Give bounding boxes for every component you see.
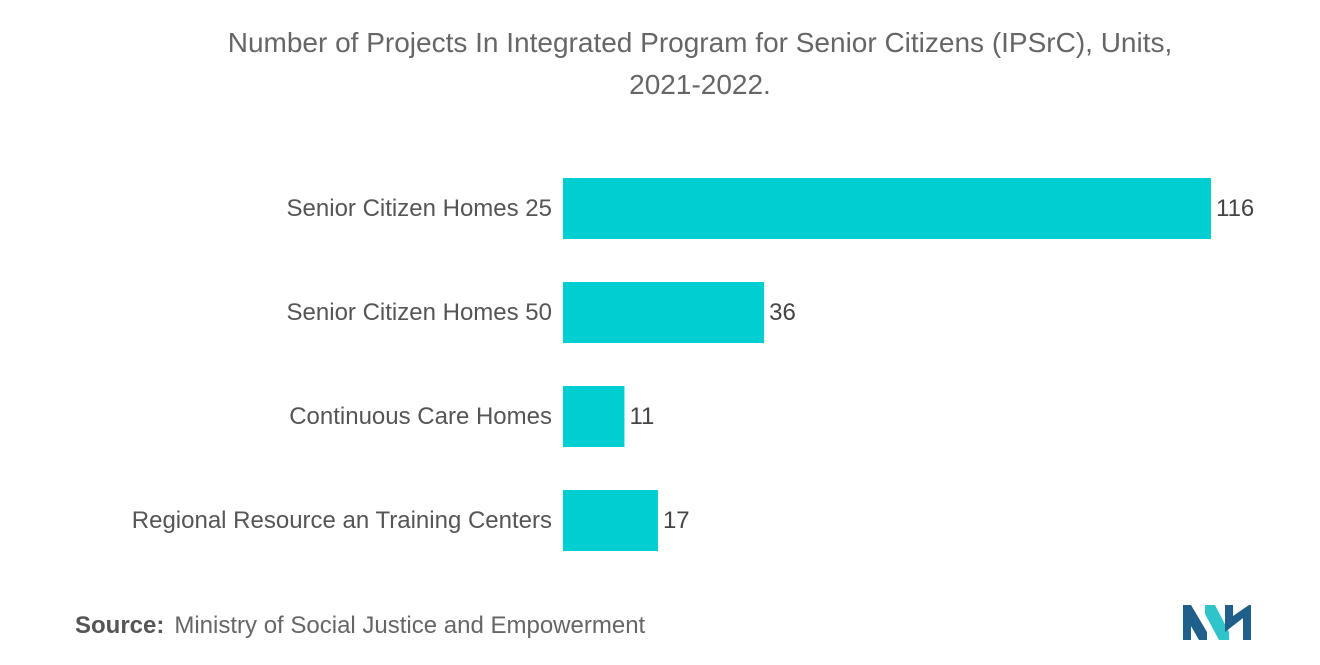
source-note: Source: Ministry of Social Justice and Em… (75, 612, 645, 640)
logo-left-stroke (1183, 605, 1207, 640)
bar-1 (563, 178, 1211, 239)
bar-4 (563, 490, 658, 551)
category-label-4: Regional Resource an Training Centers (132, 507, 552, 534)
chart-title: Number of Projects In Integrated Program… (60, 22, 1320, 106)
bar-3 (563, 386, 625, 447)
data-label-4: 17 (663, 507, 690, 534)
data-label-2: 36 (769, 299, 796, 326)
logo-middle-stroke (1205, 605, 1229, 640)
source-text: Ministry of Social Justice and Empowerme… (174, 612, 646, 639)
category-label-2: Senior Citizen Homes 50 (287, 299, 552, 326)
data-label-3: 11 (629, 403, 654, 430)
bar-2 (563, 282, 765, 343)
brand-logo-icon (1183, 605, 1251, 640)
chart-title-line-1: Number of Projects In Integrated Program… (227, 27, 1173, 58)
category-label-3: Continuous Care Homes (289, 403, 552, 430)
category-label-1: Senior Citizen Homes 25 (287, 195, 552, 222)
bar-chart: Senior Citizen Homes 25 116 Senior Citizen… (132, 178, 1254, 551)
data-label-1: 116 (1216, 195, 1254, 222)
chart-title-line-2: 2021-2022. (629, 69, 771, 100)
logo-right-stroke (1225, 605, 1251, 640)
source-label: Source: (75, 612, 165, 639)
